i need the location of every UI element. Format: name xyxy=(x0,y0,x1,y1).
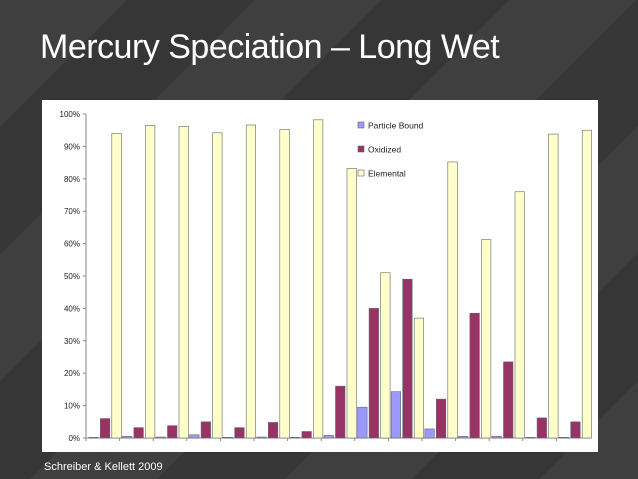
particle-bound-bar xyxy=(491,436,502,439)
particle-bound-bar xyxy=(357,406,368,439)
elemental-bar xyxy=(313,119,324,439)
elemental-bar xyxy=(581,129,593,439)
particle-bound-bar xyxy=(525,437,536,439)
oxidized-bar xyxy=(469,312,480,439)
oxidized-bar xyxy=(402,278,413,439)
elemental-bar xyxy=(279,129,290,439)
elemental-bar xyxy=(380,272,391,439)
source-citation: Schreiber & Kellett 2009 xyxy=(44,461,163,473)
y-tick-label: 60% xyxy=(64,240,80,249)
oxidized-bar xyxy=(200,421,211,439)
y-tick-label: 80% xyxy=(64,175,80,184)
oxidized-bar xyxy=(368,308,379,439)
y-tick-label: 90% xyxy=(64,142,80,151)
bar-chart: 0% 10% 20% 30% 40% 50% 60% 70% 80% 90% 100% Particl… xyxy=(60,110,593,443)
y-tick-label: 50% xyxy=(64,272,80,281)
legend-label-oxidized: Oxidized xyxy=(368,145,401,155)
elemental-bar xyxy=(346,168,357,439)
elemental-bar xyxy=(447,161,458,439)
particle-bound-bar xyxy=(222,437,233,439)
y-tick-label: 70% xyxy=(64,207,80,216)
elemental-bar xyxy=(178,126,189,439)
elemental-bar xyxy=(481,239,492,439)
particle-bound-bar xyxy=(256,436,267,439)
particle-bound-bar xyxy=(390,391,402,439)
y-tick-label: 100% xyxy=(60,110,80,119)
particle-bound-bar xyxy=(558,437,570,439)
elemental-bar xyxy=(548,133,559,439)
y-tick-label: 0% xyxy=(68,434,80,443)
elemental-bar xyxy=(245,124,256,439)
oxidized-bar xyxy=(268,422,279,439)
legend-label-elemental: Elemental xyxy=(368,169,406,179)
y-tick-label: 20% xyxy=(64,369,80,378)
particle-bound-bar xyxy=(88,437,99,439)
oxidized-bar xyxy=(503,361,514,439)
slide-title: Mercury Speciation – Long Wet xyxy=(40,28,500,66)
oxidized-bar xyxy=(570,421,581,439)
oxidized-bar xyxy=(536,417,547,439)
oxidized-bar xyxy=(301,431,312,439)
legend-label-particle-bound: Particle Bound xyxy=(368,121,424,131)
elemental-bar xyxy=(145,125,156,439)
oxidized-bar xyxy=(435,398,447,439)
oxidized-bar xyxy=(167,425,178,439)
legend-swatch-elemental xyxy=(357,169,365,177)
particle-bound-bar xyxy=(290,437,301,439)
elemental-bar xyxy=(111,133,122,439)
y-tick-label: 10% xyxy=(64,402,80,411)
legend-swatch-oxidized xyxy=(357,145,365,153)
oxidized-bar xyxy=(234,427,245,439)
particle-bound-bar xyxy=(458,436,469,439)
particle-bound-bar xyxy=(424,428,435,439)
oxidized-bar xyxy=(99,418,111,439)
legend-swatch-particle-bound xyxy=(357,121,365,129)
elemental-bar xyxy=(413,317,425,439)
oxidized-bar xyxy=(335,385,346,439)
particle-bound-bar xyxy=(323,435,334,439)
particle-bound-bar xyxy=(189,434,200,439)
chart-panel: 0% 10% 20% 30% 40% 50% 60% 70% 80% 90% 100% Particl… xyxy=(42,100,598,452)
oxidized-bar xyxy=(133,427,144,439)
particle-bound-bar xyxy=(155,436,166,439)
elemental-bar xyxy=(514,191,525,439)
y-tick-label: 40% xyxy=(64,304,80,313)
y-tick-label: 30% xyxy=(64,337,80,346)
elemental-bar xyxy=(212,132,223,439)
particle-bound-bar xyxy=(122,436,133,439)
